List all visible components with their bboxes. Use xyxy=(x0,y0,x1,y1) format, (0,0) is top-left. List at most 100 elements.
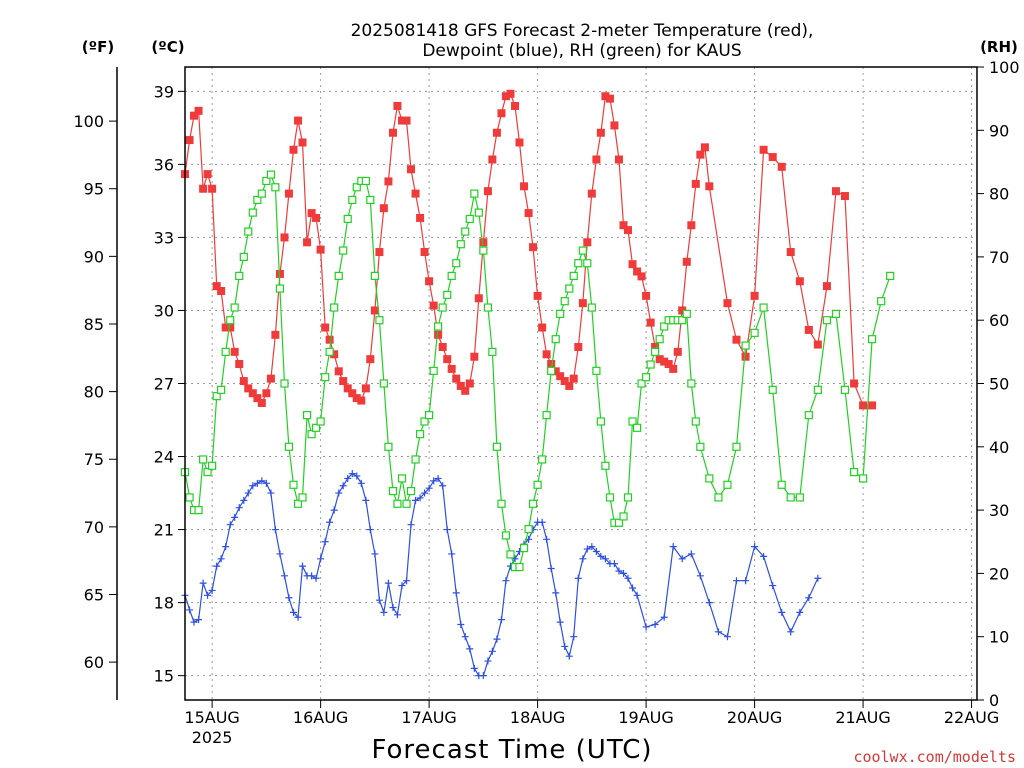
rh-point xyxy=(768,385,777,394)
temperature-point xyxy=(199,184,208,193)
axes: 60 65 70 75 80 85 90 95 100 15 18 21 24 27 30 33 36 39 0 10… xyxy=(73,58,1019,747)
rh-point xyxy=(831,309,841,318)
rh-point xyxy=(307,430,316,439)
temperature-point xyxy=(705,182,714,191)
rh-point xyxy=(501,531,511,540)
dewpoint-point xyxy=(226,521,234,529)
dewpoint-point xyxy=(267,489,275,497)
temperature-point xyxy=(284,189,293,198)
rh-point xyxy=(221,347,230,356)
temperature-point xyxy=(804,325,813,334)
dewpoint-point xyxy=(814,574,822,582)
temperature-point xyxy=(795,277,804,286)
dewpoint-point xyxy=(425,484,433,492)
rh-tick-label: 30 xyxy=(989,501,1009,520)
temperature-point xyxy=(343,384,352,393)
dewpoint-point xyxy=(312,574,320,582)
temperature-point xyxy=(741,352,750,361)
dewpoint-point xyxy=(452,589,460,597)
rh-tick-label: 100 xyxy=(989,58,1020,77)
rh-point xyxy=(691,417,700,426)
fahrenheit-tick-label: 75 xyxy=(84,450,104,469)
temperature-point xyxy=(253,394,262,403)
rh-point xyxy=(230,303,239,312)
fahrenheit-axis-label: (ºF) xyxy=(82,38,114,56)
dewpoint-point xyxy=(714,628,722,636)
rh-point xyxy=(470,189,479,198)
dewpoint-point xyxy=(231,513,239,521)
temperature-point xyxy=(334,367,343,376)
dewpoint-point xyxy=(588,543,596,551)
temperature-point xyxy=(298,138,307,147)
rh-point xyxy=(248,208,257,217)
celsius-tick-label: 36 xyxy=(154,155,174,174)
rh-point xyxy=(565,284,574,293)
rh-point xyxy=(547,366,556,375)
fahrenheit-tick-label: 90 xyxy=(84,247,104,266)
temperature-point xyxy=(217,286,226,295)
dewpoint-point xyxy=(651,621,659,629)
temperature-point xyxy=(850,379,859,388)
temperature-point xyxy=(637,272,646,281)
temperature-point xyxy=(289,145,298,154)
dewpoint-point xyxy=(687,550,695,558)
rh-point xyxy=(334,271,343,280)
temperature-point xyxy=(619,221,628,230)
temperature-point xyxy=(262,389,271,398)
temperature-point xyxy=(488,155,497,164)
rh-point xyxy=(660,322,669,331)
dewpoint-point xyxy=(601,555,609,563)
rh-point xyxy=(244,227,253,236)
dewpoint-point xyxy=(633,591,641,599)
dewpoint-point xyxy=(195,616,203,624)
dewpoint-point xyxy=(208,586,216,594)
rh-point xyxy=(723,480,732,489)
rh-tick-label: 20 xyxy=(989,564,1009,583)
rh-point xyxy=(533,480,542,489)
dewpoint-point xyxy=(186,606,194,614)
rh-point xyxy=(601,461,610,470)
dewpoint-point xyxy=(660,613,668,621)
dewpoint-point xyxy=(434,474,442,482)
rh-tick-label: 60 xyxy=(989,311,1009,330)
temperature-point xyxy=(443,355,452,364)
temperature-point xyxy=(203,170,212,179)
temperature-point xyxy=(578,299,587,308)
rh-point xyxy=(849,468,859,477)
temperature-point xyxy=(768,153,777,162)
rh-point xyxy=(203,468,212,477)
temperature-point xyxy=(583,238,592,247)
temperature-point xyxy=(208,184,217,193)
rh-point xyxy=(732,442,741,451)
temperature-point xyxy=(361,384,370,393)
rh-point xyxy=(877,297,886,306)
rh-point xyxy=(339,246,348,255)
rh-point xyxy=(429,366,438,375)
rh-point xyxy=(538,455,547,464)
temperature-point xyxy=(447,364,456,373)
rh-point xyxy=(280,379,289,388)
rh-point xyxy=(447,271,456,280)
temperature-point xyxy=(623,226,632,235)
rh-point xyxy=(524,524,533,534)
dewpoint-point xyxy=(244,489,252,497)
dewpoint-point xyxy=(398,582,406,590)
rh-point xyxy=(596,417,605,426)
dewpoint-point xyxy=(262,479,270,487)
dewpoint-point xyxy=(552,589,560,597)
dewpoint-point xyxy=(348,470,356,478)
dewpoint-point xyxy=(511,555,519,563)
dewpoint-point xyxy=(547,565,555,573)
rh-point xyxy=(714,493,723,502)
temperature-point xyxy=(587,189,596,198)
rh-point xyxy=(587,303,596,312)
dewpoint-point xyxy=(190,618,198,626)
dewpoint-point xyxy=(574,574,582,582)
dewpoint-point xyxy=(678,555,686,563)
rh-point xyxy=(569,271,578,280)
temperature-point xyxy=(610,121,619,130)
temperature-point xyxy=(633,267,642,276)
x-tick-label: 15AUG xyxy=(184,708,239,727)
celsius-tick-label: 39 xyxy=(154,82,174,101)
chart-title-line-1: 2025081418 GFS Forecast 2-meter Temperat… xyxy=(351,21,814,41)
